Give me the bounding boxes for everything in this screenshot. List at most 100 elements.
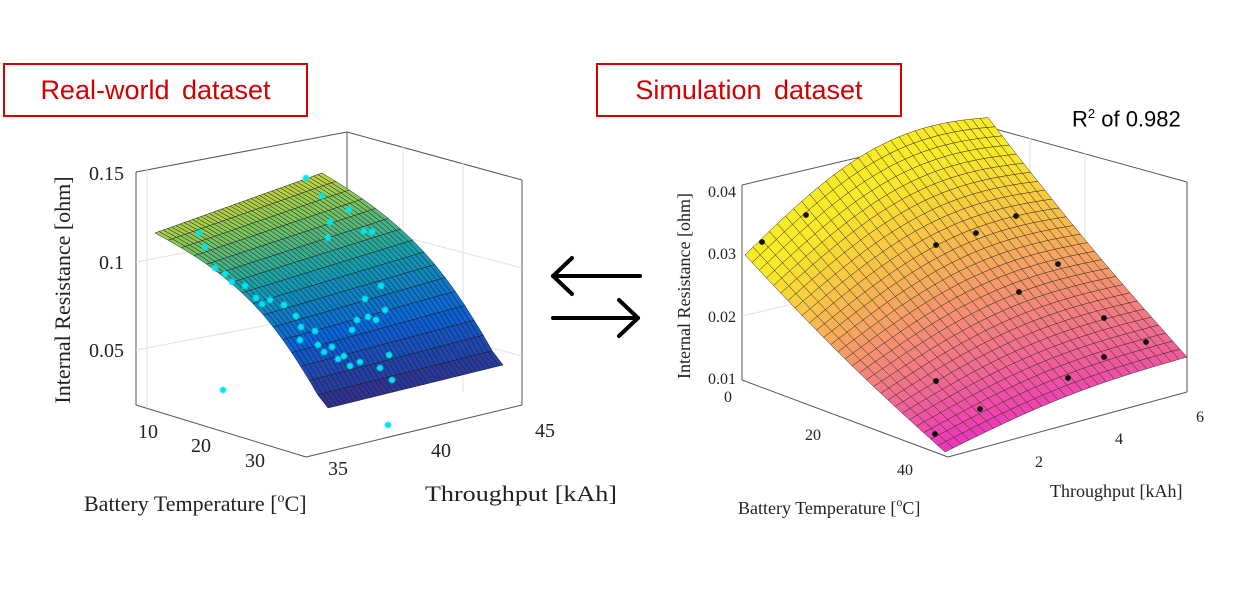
cyan-data-point [353,316,361,324]
right-x-label-sup: o [896,495,902,509]
right-z-tick: 0.04 [708,184,736,201]
cyan-data-point [385,351,393,359]
cyan-data-point [368,228,376,236]
left-x-axis-label: Battery Temperature [oC] [84,491,307,516]
right-x-label-main: Battery Temperature [ [738,498,896,518]
cyan-data-point [356,358,364,366]
black-data-point [933,242,939,248]
left-surface-chart: 0.15 0.1 0.05 Internal Resistance [ohm] … [50,131,617,516]
cyan-data-point [364,313,372,321]
cyan-data-point [388,376,396,384]
right-z-tick: 0.01 [708,371,736,388]
cyan-data-point [324,234,332,242]
cyan-data-point [348,326,356,334]
cyan-data-point [376,364,384,372]
left-scatter-points [195,174,396,429]
black-data-point [1143,339,1149,345]
black-data-point [973,230,979,236]
right-surface-chart: 0.04 0.03 0.02 0.01 Internal Resistance … [674,117,1204,518]
right-x-tick: 0 [724,389,732,406]
arrow-left-icon [551,256,642,296]
black-data-point [1055,261,1061,267]
real-world-dataset-label: Real-world dataset [3,63,308,117]
right-z-tick: 0.02 [708,309,736,326]
right-z-axis-label: Internal Resistance [ohm] [674,193,694,379]
left-x-label-sup: o [278,491,285,506]
cyan-data-point [292,312,300,320]
cyan-data-point [320,348,328,356]
surface-cell [1171,348,1188,360]
left-y-axis-label: Throughput [kAh] [425,481,617,506]
cyan-data-point [201,243,209,251]
left-x-tick: 20 [191,435,211,457]
black-data-point [1065,375,1071,381]
left-z-axis-label: Internal Resistance [ohm] [50,176,75,403]
cyan-data-point [221,270,229,278]
simulation-dataset-label: Simulation dataset [596,63,902,117]
cyan-data-point [314,341,322,349]
right-y-tick: 2 [1035,454,1043,471]
cyan-data-point [302,174,310,182]
cyan-data-point [211,264,219,272]
cyan-data-point [326,218,334,226]
r-squared-label: R2 of 0.982 [1072,106,1181,132]
cyan-data-point [219,386,227,394]
black-data-point [1101,354,1107,360]
surface-cell [487,350,504,367]
left-surface-mesh [154,172,504,409]
left-y-tick: 45 [535,420,555,442]
right-y-tick: 6 [1196,409,1204,426]
left-x-tick: 30 [245,450,265,472]
arrow-right-icon [551,298,640,338]
cyan-data-point [340,352,348,360]
black-data-point [933,378,939,384]
cyan-data-point [266,296,274,304]
cyan-data-point [384,421,392,429]
cyan-data-point [195,229,203,237]
cyan-data-point [377,282,385,290]
cyan-data-point [361,295,369,303]
left-x-tick: 10 [138,421,158,443]
cyan-data-point [280,301,288,309]
black-data-point [977,406,983,412]
cyan-data-point [228,278,236,286]
black-data-point [1013,213,1019,219]
cyan-data-point [296,336,304,344]
right-y-tick: 4 [1115,431,1123,448]
black-data-point [932,431,938,437]
cyan-data-point [372,316,380,324]
left-z-tick: 0.05 [89,340,124,362]
right-x-tick: 40 [897,462,913,479]
cyan-data-point [311,327,319,335]
right-x-axis-label: Battery Temperature [oC] [738,495,920,518]
left-x-label-end: C] [285,491,307,516]
r2-superscript: 2 [1087,106,1096,121]
cyan-data-point [345,206,353,214]
black-data-point [803,212,809,218]
cyan-data-point [360,227,368,235]
cyan-data-point [241,282,249,290]
r2-value: of 0.982 [1095,106,1181,132]
left-x-label-main: Battery Temperature [ [84,491,278,516]
black-data-point [1101,315,1107,321]
right-x-tick: 20 [805,427,821,444]
cyan-data-point [252,294,260,302]
cyan-data-point [258,300,266,308]
left-z-tick: 0.15 [89,163,124,185]
right-scatter-points [759,212,1149,437]
bidirectional-arrows [551,256,642,338]
cyan-data-point [318,192,326,200]
right-x-label-end: C] [902,498,920,518]
left-y-tick: 40 [431,440,451,462]
right-z-tick: 0.03 [708,246,736,263]
left-z-tick: 0.1 [99,252,124,274]
cyan-data-point [328,343,336,351]
cyan-data-point [381,306,389,314]
right-y-axis-label: Throughput [kAh] [1050,481,1182,501]
r2-prefix: R [1072,106,1088,132]
right-surface-mesh [744,117,1188,453]
black-data-point [759,239,765,245]
cyan-data-point [334,355,342,363]
left-y-tick: 35 [328,458,348,480]
